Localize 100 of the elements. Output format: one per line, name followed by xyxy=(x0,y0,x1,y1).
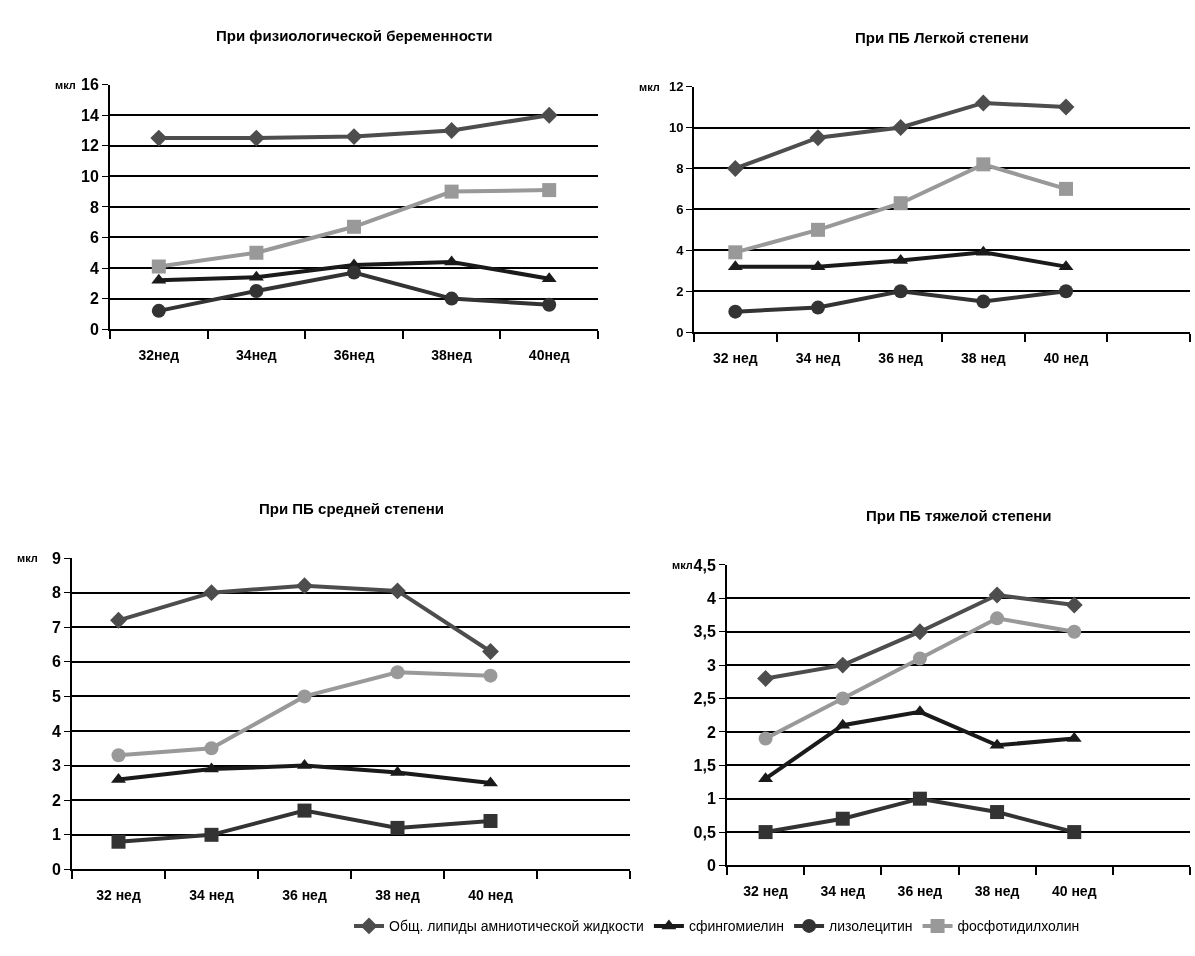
y-tick-label: 4 xyxy=(51,722,61,740)
chart-title: При физиологической беременности xyxy=(216,27,493,44)
y-tick-label: 4 xyxy=(676,242,685,258)
x-tick-label: 38нед xyxy=(431,346,473,363)
y-tick-label: 0 xyxy=(51,861,61,878)
point xyxy=(483,813,498,828)
y-tick-label: 8 xyxy=(51,584,61,602)
point xyxy=(757,670,775,687)
y-tick-label: 10 xyxy=(668,120,684,136)
x-tick-label: 36 нед xyxy=(878,349,924,366)
y-tick-label: 9 xyxy=(51,549,61,567)
point xyxy=(390,820,405,835)
point xyxy=(249,283,264,298)
point xyxy=(540,106,558,124)
chart-title: При ПБ Легкой степени xyxy=(855,29,1029,46)
y-tick-label: 10 xyxy=(81,167,99,185)
point xyxy=(296,577,313,595)
y-axis-title: мкл xyxy=(672,559,693,571)
point xyxy=(728,245,743,260)
x-tick-label: 38 нед xyxy=(974,883,1020,900)
x-tick-label: 38 нед xyxy=(961,349,1006,366)
point xyxy=(834,656,852,674)
point xyxy=(1059,181,1073,196)
point xyxy=(811,222,825,237)
point xyxy=(542,297,557,312)
point xyxy=(990,805,1005,820)
y-tick-label: 2 xyxy=(676,283,684,299)
y-axis-title: мкл xyxy=(639,81,660,93)
x-tick-label: 32 нед xyxy=(713,349,758,366)
y-tick-label: 0,5 xyxy=(693,823,716,841)
point xyxy=(389,582,406,600)
y-tick-label: 5 xyxy=(51,688,61,706)
x-tick-label: 34нед xyxy=(236,346,277,363)
x-tick-label: 40 нед xyxy=(468,887,513,904)
y-tick-label: 3 xyxy=(51,757,61,775)
x-tick-label: 32нед xyxy=(138,346,180,363)
point xyxy=(444,291,459,306)
x-tick-label: 36 нед xyxy=(897,883,943,900)
y-tick-label: 4 xyxy=(89,259,99,277)
x-tick-label: 40нед xyxy=(528,346,570,363)
point xyxy=(912,651,927,666)
point xyxy=(893,284,908,299)
y-tick-label: 4 xyxy=(706,589,716,607)
point xyxy=(1059,284,1073,299)
x-tick-label: 34 нед xyxy=(795,349,841,366)
point xyxy=(482,643,499,660)
point xyxy=(111,834,126,849)
point xyxy=(1065,596,1083,614)
y-tick-label: 16 xyxy=(81,76,99,94)
point xyxy=(835,691,850,706)
y-tick-label: 1,5 xyxy=(693,756,716,774)
x-tick-label: 38 нед xyxy=(375,887,420,904)
x-tick-label: 40 нед xyxy=(1043,349,1089,366)
point xyxy=(974,94,992,112)
point xyxy=(111,748,126,763)
point xyxy=(443,122,461,139)
point xyxy=(249,245,264,260)
point xyxy=(893,196,908,211)
legend-label: Общ. липиды амниотической жидкости xyxy=(389,918,644,935)
point xyxy=(203,584,220,602)
point xyxy=(204,827,219,842)
point xyxy=(347,265,361,280)
y-tick-label: 0 xyxy=(706,857,716,875)
y-axis-title: мкл xyxy=(17,552,38,564)
x-tick-label: 36нед xyxy=(333,346,375,363)
point xyxy=(758,825,773,840)
y-tick-label: 0 xyxy=(89,320,99,338)
legend-label: сфингомиелин xyxy=(688,918,785,935)
y-tick-label: 3 xyxy=(706,656,716,674)
point xyxy=(297,803,312,818)
point xyxy=(728,304,743,319)
legend-label: лизолецитин xyxy=(829,918,913,935)
point xyxy=(811,300,825,315)
y-axis-title: мкл xyxy=(55,79,76,91)
y-tick-label: 4,5 xyxy=(693,556,716,574)
point xyxy=(976,157,991,172)
point xyxy=(809,129,827,147)
point xyxy=(1067,624,1082,639)
y-tick-label: 0 xyxy=(676,324,684,340)
y-tick-label: 12 xyxy=(81,137,99,155)
point xyxy=(483,668,498,683)
x-tick-label: 34 нед xyxy=(189,887,234,904)
chart-title: При ПБ средней степени xyxy=(259,500,444,517)
point xyxy=(347,219,361,234)
point xyxy=(1067,825,1082,840)
point xyxy=(758,731,773,746)
y-tick-label: 14 xyxy=(81,106,99,124)
y-tick-label: 8 xyxy=(676,160,684,176)
y-tick-label: 3,5 xyxy=(693,623,716,641)
point xyxy=(204,741,219,756)
point xyxy=(150,129,168,147)
y-tick-label: 2 xyxy=(706,723,716,741)
point xyxy=(151,259,166,274)
point xyxy=(444,184,459,199)
y-tick-label: 12 xyxy=(668,79,684,95)
point xyxy=(110,611,127,629)
point xyxy=(976,294,991,309)
y-tick-label: 2 xyxy=(89,290,99,308)
y-tick-label: 8 xyxy=(89,198,99,216)
y-tick-label: 2,5 xyxy=(693,690,716,708)
